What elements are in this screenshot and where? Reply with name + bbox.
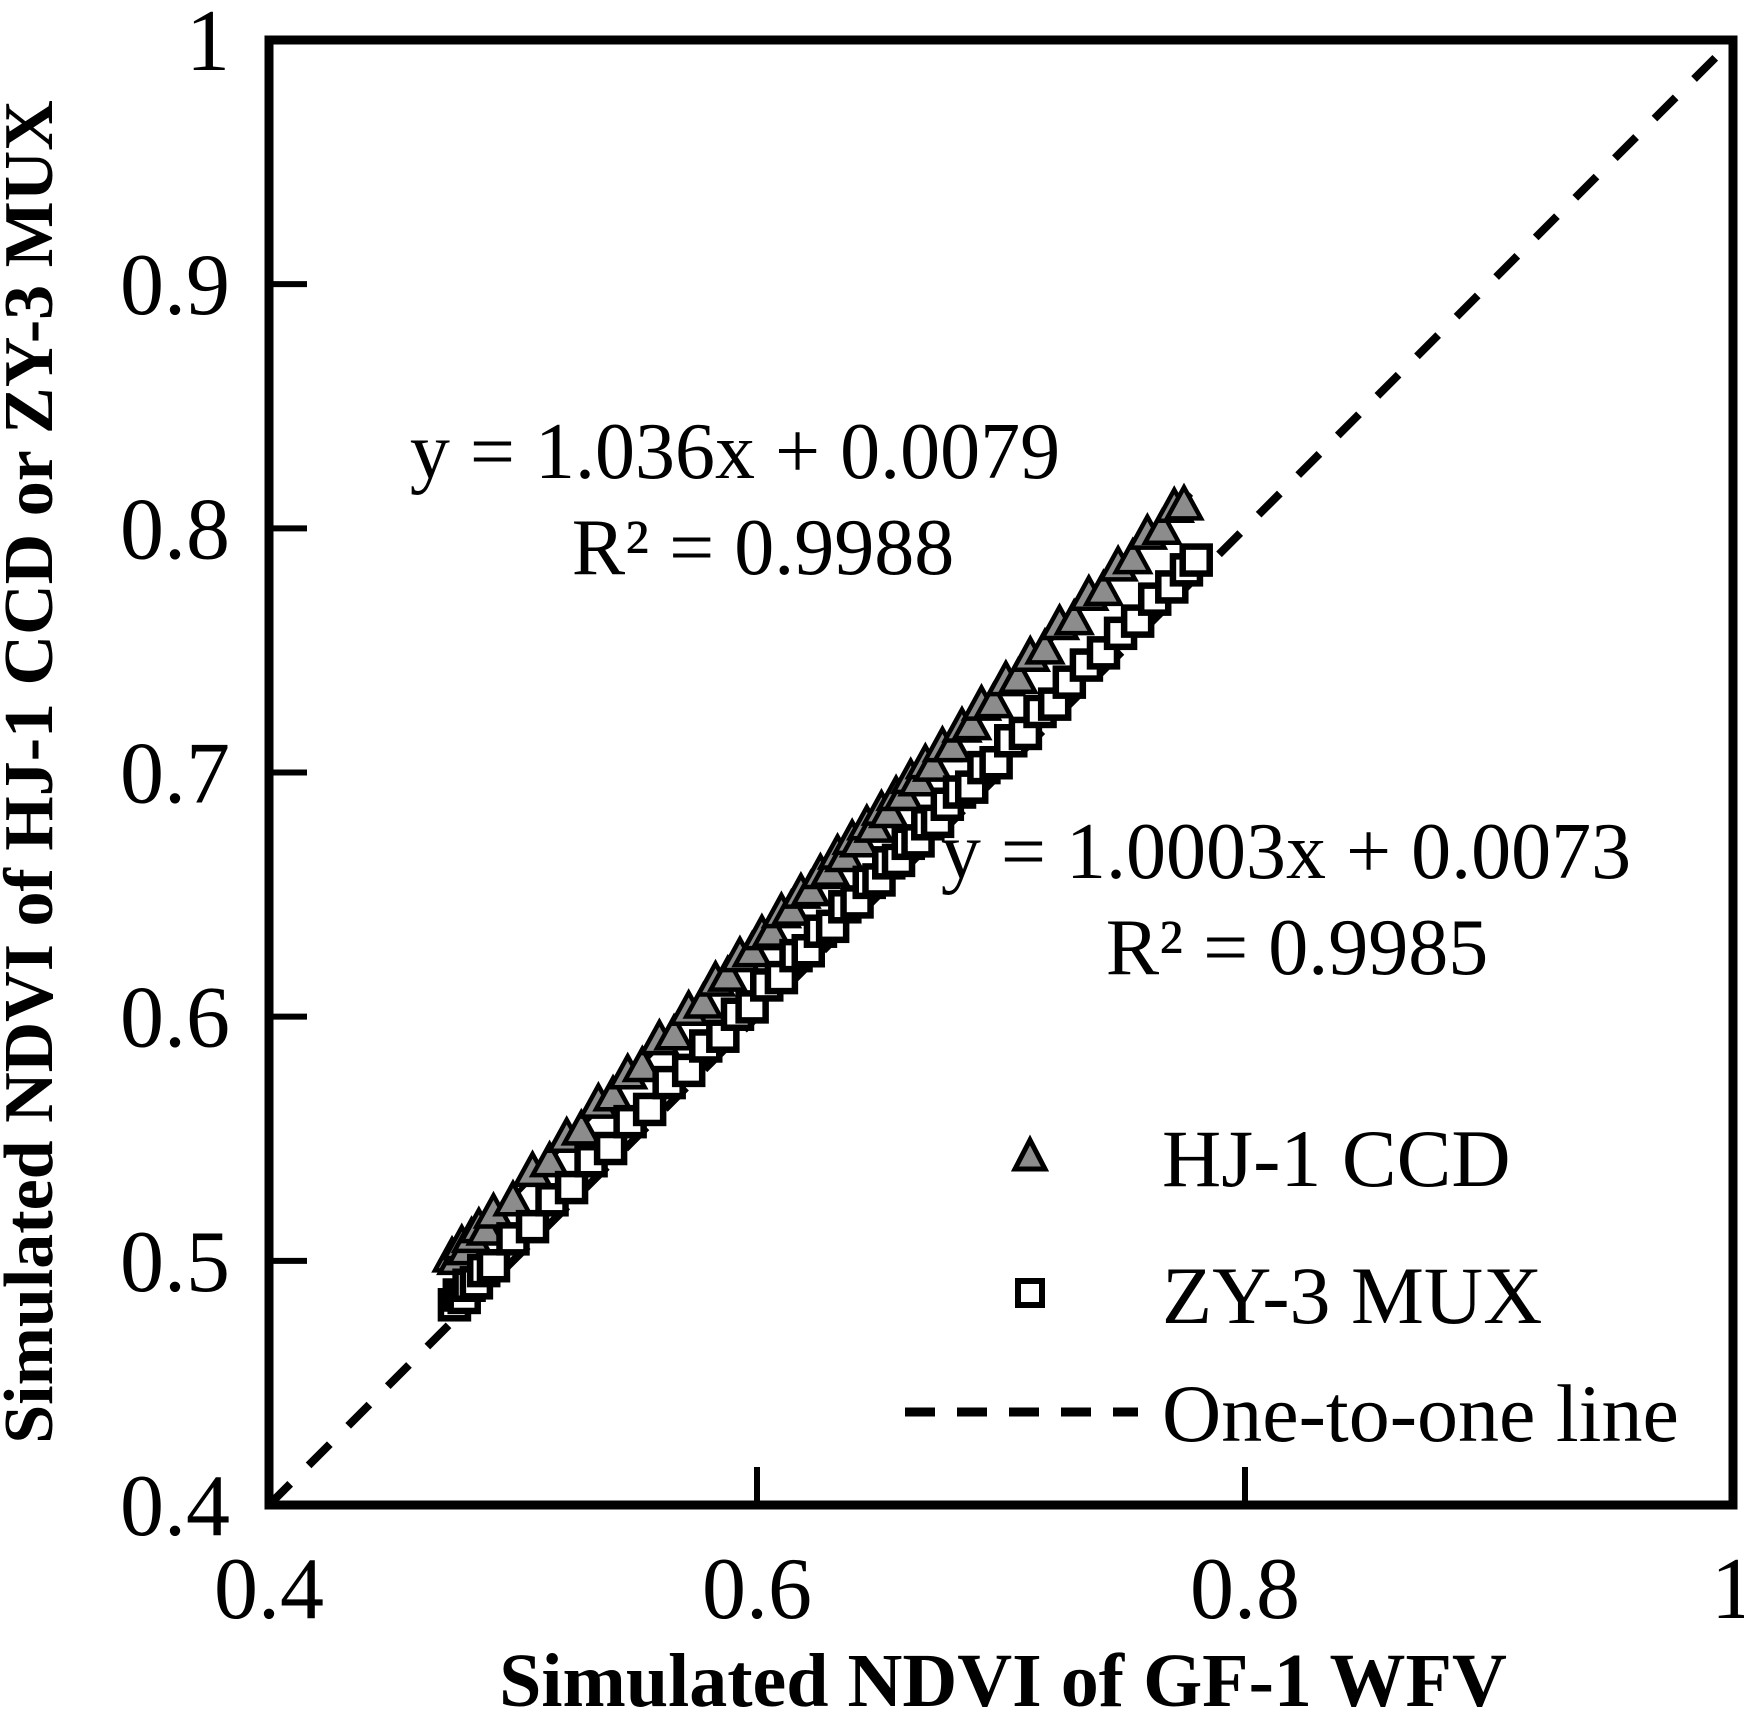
- y-tick-label: 0.9: [120, 237, 230, 334]
- zy3-mux-point: [1052, 665, 1087, 699]
- x-tick-label: 0.8: [1190, 1541, 1300, 1638]
- y-tick-label: 0.6: [120, 970, 230, 1067]
- zy3-mux-point: [515, 1209, 550, 1244]
- legend-square-icon: [1015, 1278, 1045, 1308]
- y-tick-label: 0.8: [120, 481, 230, 578]
- y-tick-label: 1: [186, 0, 230, 90]
- hj1-ccd-point: [1111, 536, 1154, 575]
- hj1-ccd-point: [682, 980, 725, 1019]
- equation-hj1-line1: y = 1.036x + 0.0079: [410, 408, 1060, 496]
- zy3-mux-point: [593, 1131, 628, 1166]
- y-axis-title: Simulated NDVI of HJ-1 CCD or ZY-3 MUX: [0, 100, 68, 1444]
- y-tick-label: 0.4: [120, 1458, 230, 1555]
- hj1-ccd-points: [431, 482, 1205, 1276]
- hj1-ccd-point: [997, 656, 1039, 694]
- y-tick-label: 0.5: [120, 1214, 230, 1311]
- hj1-ccd-point: [592, 1073, 634, 1112]
- hj1-ccd-point: [1024, 626, 1066, 665]
- zy3-mux-point: [476, 1248, 511, 1283]
- y-tick-label: 0.7: [120, 726, 230, 823]
- legend-label-hj1: HJ-1 CCD: [1162, 1113, 1511, 1204]
- legend-triangle-icon: [1010, 1134, 1050, 1172]
- hj1-ccd-point: [931, 724, 973, 763]
- x-tick-label: 1: [1711, 1541, 1744, 1638]
- axis-tick-labels: 0.4 0.6 0.8 1 1 0.9 0.8 0.7 0.6 0.5 0.4: [120, 0, 1744, 1638]
- hj1-ccd-point: [528, 1139, 571, 1178]
- hj1-ccd-point: [1141, 507, 1183, 546]
- equation-hj1-r2: R² = 0.9988: [572, 504, 954, 592]
- legend: HJ-1 CCD ZY-3 MUX One-to-one line: [905, 1113, 1679, 1459]
- zy3-mux-points: [437, 543, 1213, 1322]
- hj1-ccd-point: [950, 702, 993, 741]
- legend-label-one-to-one: One-to-one line: [1162, 1368, 1679, 1459]
- scatter-points: [431, 482, 1213, 1322]
- axis-ticks: [269, 281, 1248, 1505]
- equation-zy3-line1: y = 1.0003x + 0.0073: [941, 808, 1631, 896]
- zy3-mux-point: [1179, 543, 1213, 577]
- zy3-mux-point: [535, 1183, 569, 1217]
- hj1-ccd-point: [621, 1044, 664, 1083]
- hj1-ccd-point: [1163, 482, 1205, 521]
- zy3-mux-point: [1086, 636, 1121, 670]
- zy3-mux-point: [554, 1170, 589, 1205]
- x-axis-title: Simulated NDVI of GF-1 WFV: [499, 1639, 1507, 1721]
- zy3-mux-point: [632, 1092, 667, 1127]
- hj1-ccd-point: [560, 1107, 603, 1146]
- hj1-ccd-point: [972, 680, 1015, 719]
- legend-label-zy3: ZY-3 MUX: [1162, 1250, 1542, 1341]
- hj1-ccd-point: [1053, 597, 1095, 636]
- equation-zy3-r2: R² = 0.9985: [1106, 904, 1488, 992]
- hj1-ccd-point: [750, 909, 793, 948]
- hj1-ccd-point: [653, 1012, 695, 1051]
- x-tick-label: 0.6: [702, 1541, 812, 1638]
- hj1-ccd-point: [492, 1178, 534, 1217]
- hj1-ccd-point: [911, 743, 954, 782]
- x-tick-label: 0.4: [214, 1541, 324, 1638]
- hj1-ccd-point: [706, 953, 749, 992]
- hj1-ccd-point: [1082, 568, 1125, 607]
